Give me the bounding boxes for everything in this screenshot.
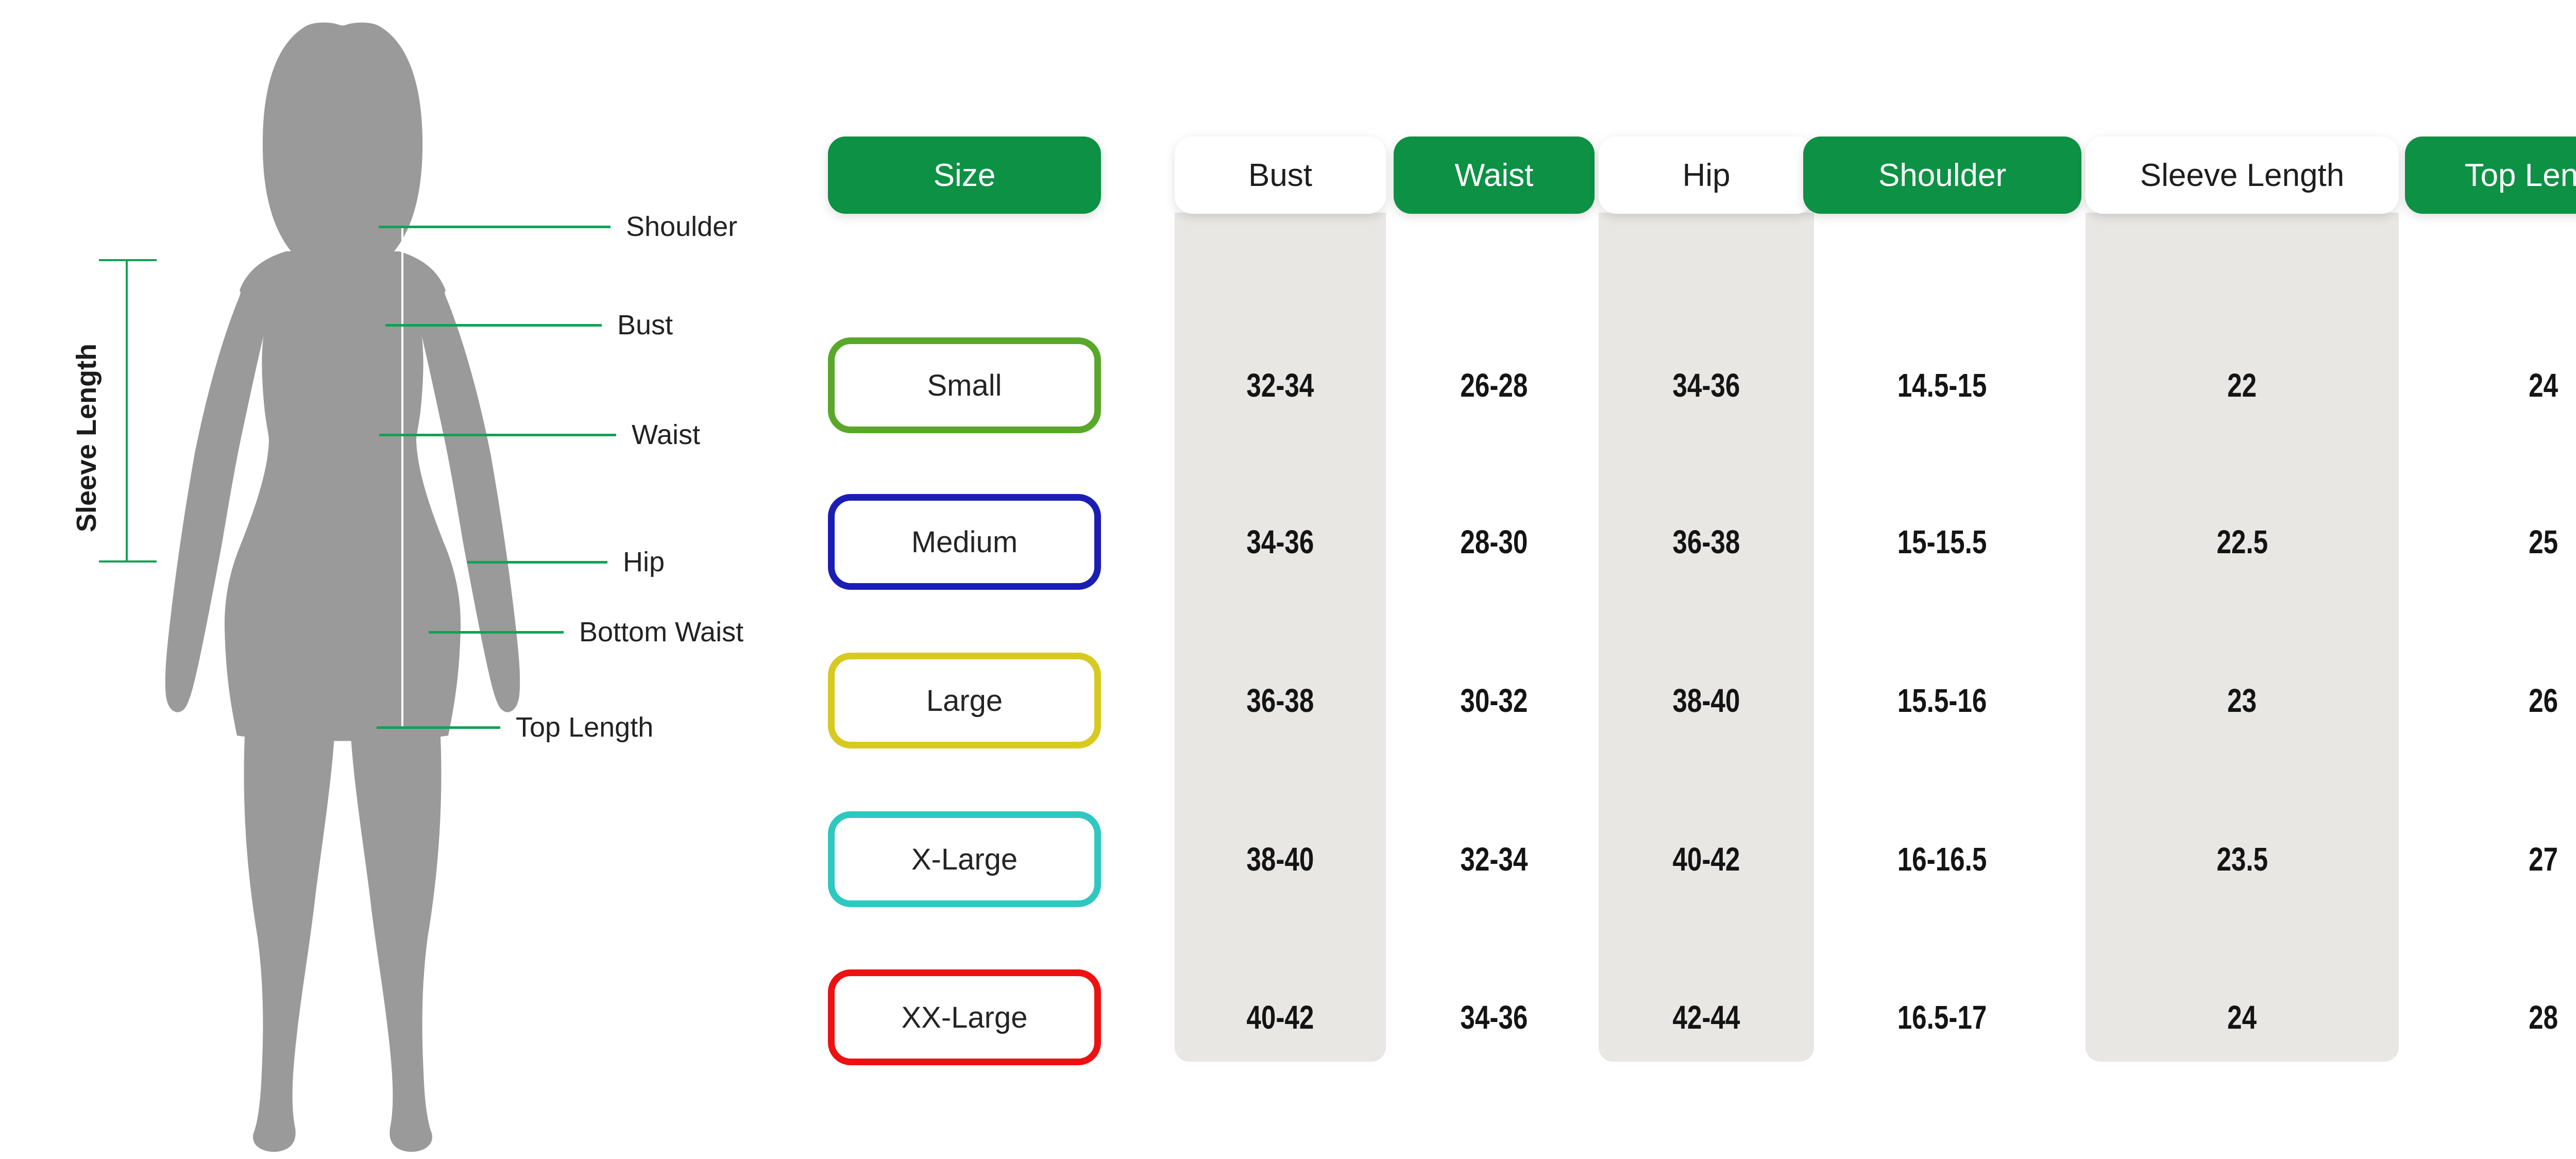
sleeve-length-line [126, 260, 128, 561]
header-sleeve-length-label: Sleeve Length [2140, 157, 2345, 193]
header-top-length-label: Top Length [2464, 157, 2576, 193]
header-top-length: Top Length [2405, 137, 2576, 214]
cell-small-bust: 32-34 [1246, 367, 1314, 404]
bottom-waist-pointer-line [429, 631, 564, 634]
size-chip-large-label: Large [926, 684, 1003, 718]
size-chip-medium-label: Medium [911, 525, 1018, 559]
cell-medium-waist: 28-30 [1460, 523, 1528, 560]
header-waist-label: Waist [1454, 157, 1534, 193]
header-waist: Waist [1394, 137, 1595, 214]
sleeve-length-top-tick [99, 259, 157, 261]
size-chip-xx-large[interactable]: XX-Large [828, 969, 1101, 1065]
waist-pointer-line [379, 434, 616, 436]
size-chip-xx-large-label: XX-Large [901, 1000, 1028, 1034]
cell-x-large-shoulder: 16-16.5 [1897, 841, 1987, 878]
cell-xx-large-bust: 40-42 [1246, 999, 1314, 1036]
size-chip-large[interactable]: Large [828, 653, 1101, 748]
header-hip: Hip [1599, 137, 1814, 214]
silhouette-left-arm [165, 265, 283, 712]
shoulder-pointer-line [379, 226, 611, 228]
cell-x-large-hip: 40-42 [1672, 841, 1740, 878]
center-measure-line [401, 227, 403, 729]
cell-xx-large-hip: 42-44 [1672, 999, 1740, 1036]
cell-small-shoulder: 14.5-15 [1897, 367, 1987, 404]
hip-column-background [1599, 213, 1814, 1062]
cell-small-waist: 26-28 [1460, 367, 1528, 404]
cell-large-bust: 36-38 [1246, 682, 1314, 719]
size-chip-medium[interactable]: Medium [828, 494, 1101, 590]
cell-x-large-sleeve-length: 23.5 [2216, 841, 2268, 878]
silhouette-left-leg [244, 724, 335, 1152]
shoulder-label: Shoulder [626, 211, 738, 242]
size-chip-x-large[interactable]: X-Large [828, 811, 1101, 907]
cell-small-sleeve-length: 22 [2227, 367, 2257, 404]
silhouette-right-arm [402, 265, 520, 712]
cell-x-large-top-length: 27 [2529, 841, 2558, 878]
top-length-label: Top Length [516, 712, 654, 743]
cell-large-shoulder: 15.5-16 [1897, 682, 1987, 719]
header-size-label: Size [933, 157, 996, 193]
cell-xx-large-waist: 34-36 [1460, 999, 1528, 1036]
bust-column-background [1175, 213, 1386, 1062]
cell-medium-shoulder: 15-15.5 [1897, 523, 1987, 560]
cell-medium-bust: 34-36 [1246, 523, 1314, 560]
header-bust: Bust [1175, 137, 1386, 214]
cell-medium-top-length: 25 [2529, 523, 2558, 560]
cell-xx-large-shoulder: 16.5-17 [1897, 999, 1987, 1036]
size-chip-x-large-label: X-Large [911, 842, 1018, 876]
cell-large-top-length: 26 [2529, 682, 2558, 719]
cell-large-waist: 30-32 [1460, 682, 1528, 719]
cell-x-large-waist: 32-34 [1460, 841, 1528, 878]
cell-small-hip: 34-36 [1672, 367, 1740, 404]
cell-large-sleeve-length: 23 [2227, 682, 2257, 719]
sleeve-length-label: Sleeve Length [71, 343, 102, 533]
silhouette-head [262, 22, 423, 252]
header-hip-label: Hip [1682, 157, 1731, 193]
size-chip-small-label: Small [927, 368, 1002, 402]
silhouette-right-leg [350, 724, 442, 1152]
header-sleeve-length: Sleeve Length [2086, 137, 2399, 214]
cell-xx-large-sleeve-length: 24 [2227, 999, 2257, 1036]
hip-pointer-line [467, 561, 607, 564]
waist-label: Waist [632, 419, 700, 450]
cell-medium-sleeve-length: 22.5 [2216, 523, 2268, 560]
cell-small-top-length: 24 [2529, 367, 2558, 404]
female-body-silhouette [165, 22, 520, 1152]
sleeve-length-column-background [2086, 213, 2399, 1062]
bottom-waist-label: Bottom Waist [579, 617, 744, 647]
header-shoulder: Shoulder [1803, 137, 2081, 214]
cell-large-hip: 38-40 [1672, 682, 1740, 719]
cell-x-large-bust: 38-40 [1246, 841, 1314, 878]
size-chip-small[interactable]: Small [828, 337, 1101, 433]
header-shoulder-label: Shoulder [1878, 157, 2007, 193]
header-bust-label: Bust [1248, 157, 1313, 193]
hip-label: Hip [623, 547, 665, 577]
top-length-pointer-line [377, 726, 500, 729]
header-size: Size [828, 137, 1101, 214]
bust-pointer-line [385, 324, 602, 327]
sleeve-length-bottom-tick [99, 560, 157, 563]
bust-label: Bust [617, 310, 673, 340]
cell-medium-hip: 36-38 [1672, 523, 1740, 560]
cell-xx-large-top-length: 28 [2529, 999, 2558, 1036]
